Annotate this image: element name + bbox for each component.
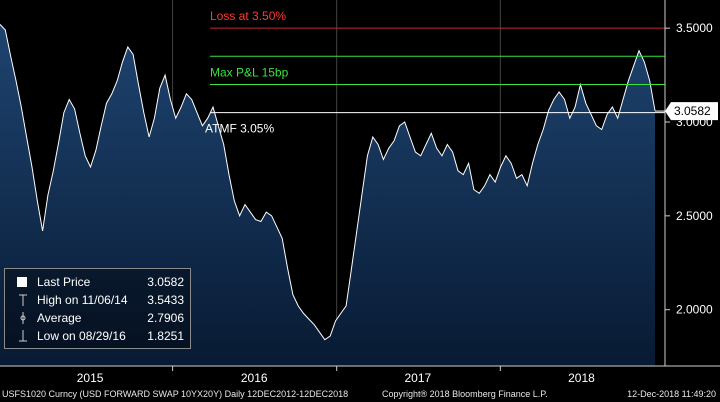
price-line	[0, 24, 656, 341]
x-tick-label: 2017	[404, 371, 431, 385]
chart-footer: USFS1020 Curncy (USD FORWARD SWAP 10YX20…	[0, 388, 720, 402]
copyright-text: Copyright® 2018 Bloomberg Finance L.P.	[382, 389, 548, 399]
legend-row-average: Average 2.7906	[5, 309, 190, 327]
legend-value: 3.0582	[147, 275, 184, 289]
legend-label: Last Price	[37, 275, 91, 289]
x-tick-label: 2015	[77, 371, 104, 385]
y-tick-label: 2.5000	[676, 209, 713, 223]
legend-value: 2.7906	[147, 311, 184, 325]
square-marker-icon	[15, 275, 29, 289]
legend-row-high: High on 11/06/14 3.5433	[5, 291, 190, 309]
x-tick-label: 2016	[241, 371, 268, 385]
legend-value: 3.5433	[147, 293, 184, 307]
timestamp-text: 12-Dec-2018 11:49:20	[627, 389, 716, 399]
security-description: USFS1020 Curncy (USD FORWARD SWAP 10YX20…	[2, 389, 349, 399]
price-legend: Last Price 3.0582 High on 11/06/14 3.543…	[4, 268, 191, 349]
legend-value: 1.8251	[147, 329, 184, 343]
x-axis-ticks: 2015 2016 2017 2018	[77, 366, 595, 385]
price-area-fill	[0, 24, 655, 367]
last-value-box	[665, 102, 718, 121]
last-price-tag: 3.0582	[655, 102, 718, 121]
legend-label: High on 11/06/14	[37, 293, 128, 307]
average-marker-icon	[15, 311, 29, 325]
y-tick-label: 3.5000	[676, 21, 713, 35]
price-chart: Loss at 3.50% Max P&L 15bp ATMF 3.05% 2.00…	[0, 0, 720, 385]
reference-line-label: ATMF 3.05%	[205, 122, 274, 136]
low-marker-icon	[15, 329, 29, 343]
legend-row-low: Low on 08/29/16 1.8251	[5, 327, 190, 345]
high-marker-icon	[15, 293, 29, 307]
y-tick-label: 2.0000	[676, 303, 713, 317]
x-tick-label: 2018	[568, 371, 595, 385]
reference-line-label: Loss at 3.50%	[210, 9, 286, 23]
legend-label: Low on 08/29/16	[37, 329, 126, 343]
legend-label: Average	[37, 311, 82, 325]
reference-line-label: Max P&L 15bp	[210, 65, 289, 79]
legend-row-last-price: Last Price 3.0582	[5, 273, 190, 291]
reference-lines: Loss at 3.50% Max P&L 15bp ATMF 3.05%	[205, 9, 665, 136]
last-value-label: 3.0582	[674, 104, 711, 118]
